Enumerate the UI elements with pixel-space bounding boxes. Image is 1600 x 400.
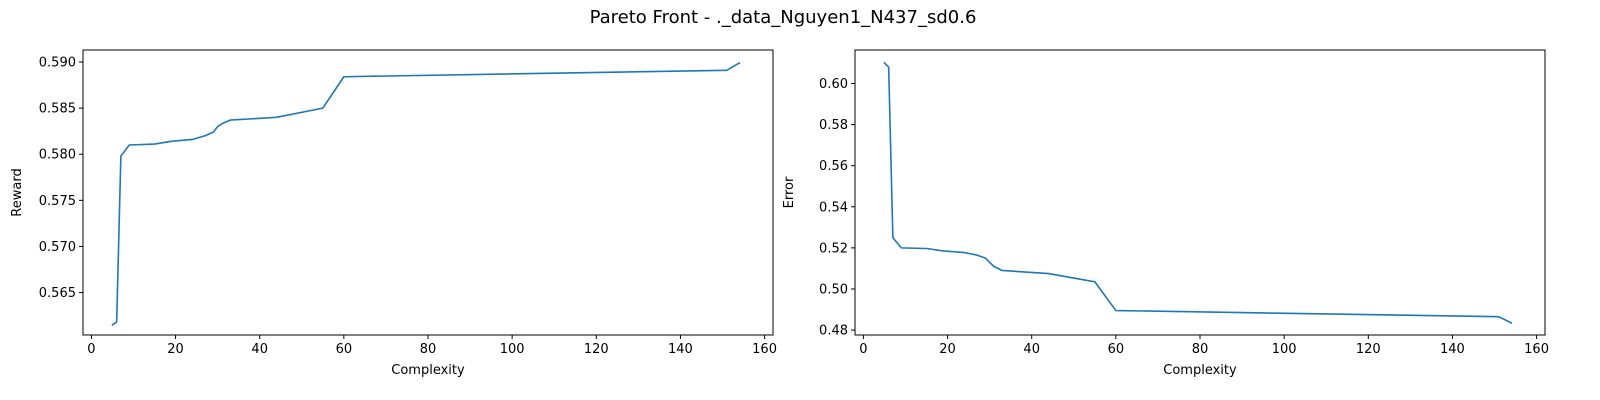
reward-chart-y-tick-label: 0.570 — [39, 240, 76, 255]
reward-chart-x-tick-label: 100 — [500, 342, 525, 357]
error-chart-x-tick-label: 140 — [1440, 342, 1465, 357]
reward-chart-x-tick-label: 20 — [167, 342, 184, 357]
error-chart-x-tick-label: 40 — [1023, 342, 1040, 357]
error-chart-x-tick-label: 60 — [1108, 342, 1125, 357]
reward-chart-x-tick-label: 120 — [584, 342, 609, 357]
reward-chart-xlabel: Complexity — [391, 363, 465, 378]
error-chart-xlabel: Complexity — [1163, 363, 1237, 378]
reward-chart-x-tick-label: 140 — [668, 342, 693, 357]
reward-chart-axes-frame — [82, 49, 774, 336]
reward-chart-x-tick-label: 0 — [87, 342, 95, 357]
error-chart-x-tick-label: 160 — [1524, 342, 1549, 357]
error-chart-x-tick-label: 120 — [1356, 342, 1381, 357]
error-chart-x-tick-label: 80 — [1192, 342, 1209, 357]
reward-chart-ylabel: Reward — [10, 168, 25, 216]
error-chart-y-tick-label: 0.50 — [819, 282, 848, 297]
error-chart-panel: Complexity Error 0 20 40 60 80 100 120 140 160 0.… — [782, 49, 1549, 378]
reward-chart-panel: Complexity Reward 0 20 40 60 80 100 120 140 160 0… — [10, 49, 777, 378]
reward-chart-x-tick-label: 60 — [336, 342, 353, 357]
reward-chart-y-tick-label: 0.585 — [39, 102, 76, 117]
error-chart-ylabel: Error — [782, 176, 797, 208]
error-chart-y-tick-label: 0.48 — [819, 324, 848, 339]
error-chart-y-tick-label: 0.56 — [819, 159, 848, 174]
reward-chart-x-tick-label: 80 — [420, 342, 437, 357]
error-chart-x-tick-label: 100 — [1272, 342, 1297, 357]
error-chart-x-tick-label: 20 — [939, 342, 956, 357]
reward-chart-y-tick-label: 0.580 — [39, 148, 76, 163]
error-chart-y-tick-label: 0.54 — [819, 200, 848, 215]
reward-chart-y-tick-label: 0.575 — [39, 194, 76, 209]
error-chart-y-tick-label: 0.60 — [819, 77, 848, 92]
error-chart-axes-frame — [854, 49, 1546, 336]
reward-chart-x-tick-label: 40 — [251, 342, 268, 357]
figure-suptitle: Pareto Front - ._data_Nguyen1_N437_sd0.6 — [590, 7, 977, 28]
reward-chart-series-line — [111, 61, 741, 326]
error-chart-y-tick-label: 0.52 — [819, 241, 848, 256]
error-chart-y-tick-label: 0.58 — [819, 118, 848, 133]
reward-chart-y-tick-label: 0.590 — [39, 55, 76, 70]
reward-chart-y-tick-label: 0.565 — [39, 286, 76, 301]
error-chart-series-line — [883, 61, 1513, 324]
reward-chart-x-tick-label: 160 — [752, 342, 777, 357]
error-chart-x-tick-label: 0 — [859, 342, 867, 357]
